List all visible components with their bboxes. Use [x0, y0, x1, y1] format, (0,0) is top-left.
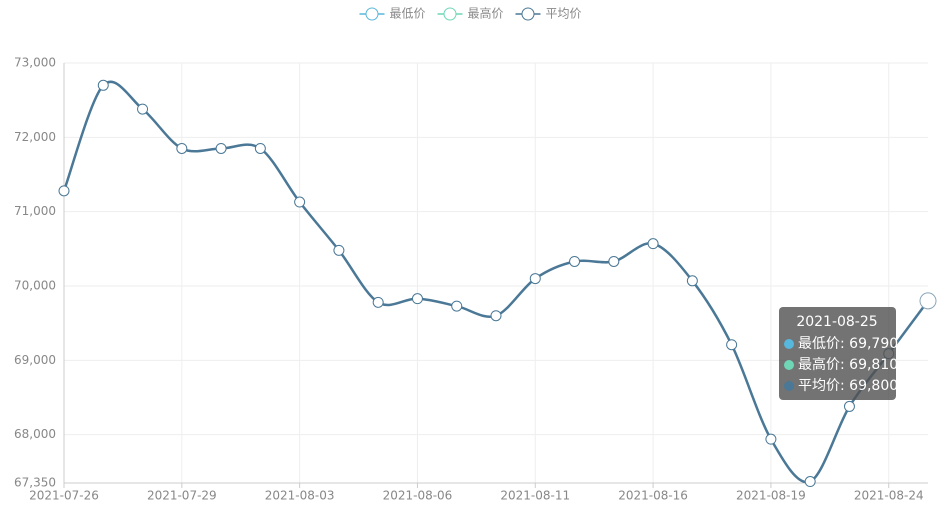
legend-label: 平均价 [546, 7, 582, 21]
y-tick-label: 70,000 [14, 279, 56, 293]
tooltip-item: 最高价: 69,810 [798, 356, 898, 373]
tooltip-dot [784, 360, 794, 370]
legend-item[interactable]: 平均价 [515, 7, 582, 21]
legend-label: 最低价 [390, 7, 426, 21]
point[interactable] [372, 296, 384, 308]
x-tick-label: 2021-08-19 [736, 489, 806, 503]
legend-item[interactable]: 最低价 [359, 7, 426, 21]
y-tick-label: 67,350 [14, 476, 56, 490]
tooltip-item: 最低价: 69,790 [798, 336, 898, 352]
y-tick-label: 69,000 [14, 353, 56, 367]
legend-item[interactable]: 最高价 [437, 6, 504, 21]
point[interactable] [804, 476, 816, 488]
legend-label: 最高价 [468, 6, 504, 21]
y-tick-label: 71,000 [14, 204, 56, 218]
point[interactable] [726, 339, 738, 351]
legend-symbol [521, 7, 535, 21]
point[interactable] [843, 400, 855, 412]
point[interactable] [765, 433, 777, 445]
tooltip-box [779, 307, 896, 400]
tooltip-item: 平均价: 69,800 [798, 378, 898, 394]
series-line [62, 80, 930, 484]
point[interactable] [333, 244, 345, 256]
point[interactable] [569, 255, 581, 267]
point[interactable] [647, 238, 659, 250]
point[interactable] [294, 196, 306, 208]
x-tick-label: 2021-07-29 [147, 489, 217, 503]
legend-symbol [443, 7, 457, 21]
x-tick-label: 2021-08-16 [618, 489, 688, 503]
point[interactable] [254, 142, 266, 154]
tooltip: 2021-08-25 最低价: 69,790 最高价: 69,810 平均价: 69,… [779, 307, 898, 400]
tooltip-title: 2021-08-25 [796, 314, 877, 330]
x-tick-label: 2021-08-03 [265, 489, 335, 503]
series-line [64, 83, 928, 483]
series-line [64, 81, 928, 481]
point[interactable] [608, 255, 620, 267]
y-tick-label: 73,000 [14, 56, 56, 70]
point[interactable] [176, 142, 188, 154]
y-tick-label: 72,000 [14, 130, 56, 144]
point[interactable] [686, 275, 698, 287]
point[interactable] [411, 293, 423, 305]
point[interactable] [919, 292, 937, 310]
point[interactable] [490, 310, 502, 322]
point[interactable] [97, 79, 109, 91]
tooltip-dot [784, 381, 794, 391]
point[interactable] [451, 300, 463, 312]
x-tick-label: 2021-08-24 [854, 489, 924, 503]
legend: 最低价 最高价 平均价 [359, 6, 582, 21]
x-tick-label: 2021-08-11 [500, 489, 570, 503]
point[interactable] [529, 273, 541, 285]
y-tick-label: 68,000 [14, 427, 56, 441]
point[interactable] [137, 103, 149, 115]
x-tick-label: 2021-08-06 [383, 489, 453, 503]
legend-symbol [365, 7, 379, 21]
x-tick-label: 2021-07-26 [29, 489, 99, 503]
point[interactable] [58, 185, 70, 197]
tooltip-dot [784, 339, 794, 349]
point[interactable] [215, 142, 227, 154]
